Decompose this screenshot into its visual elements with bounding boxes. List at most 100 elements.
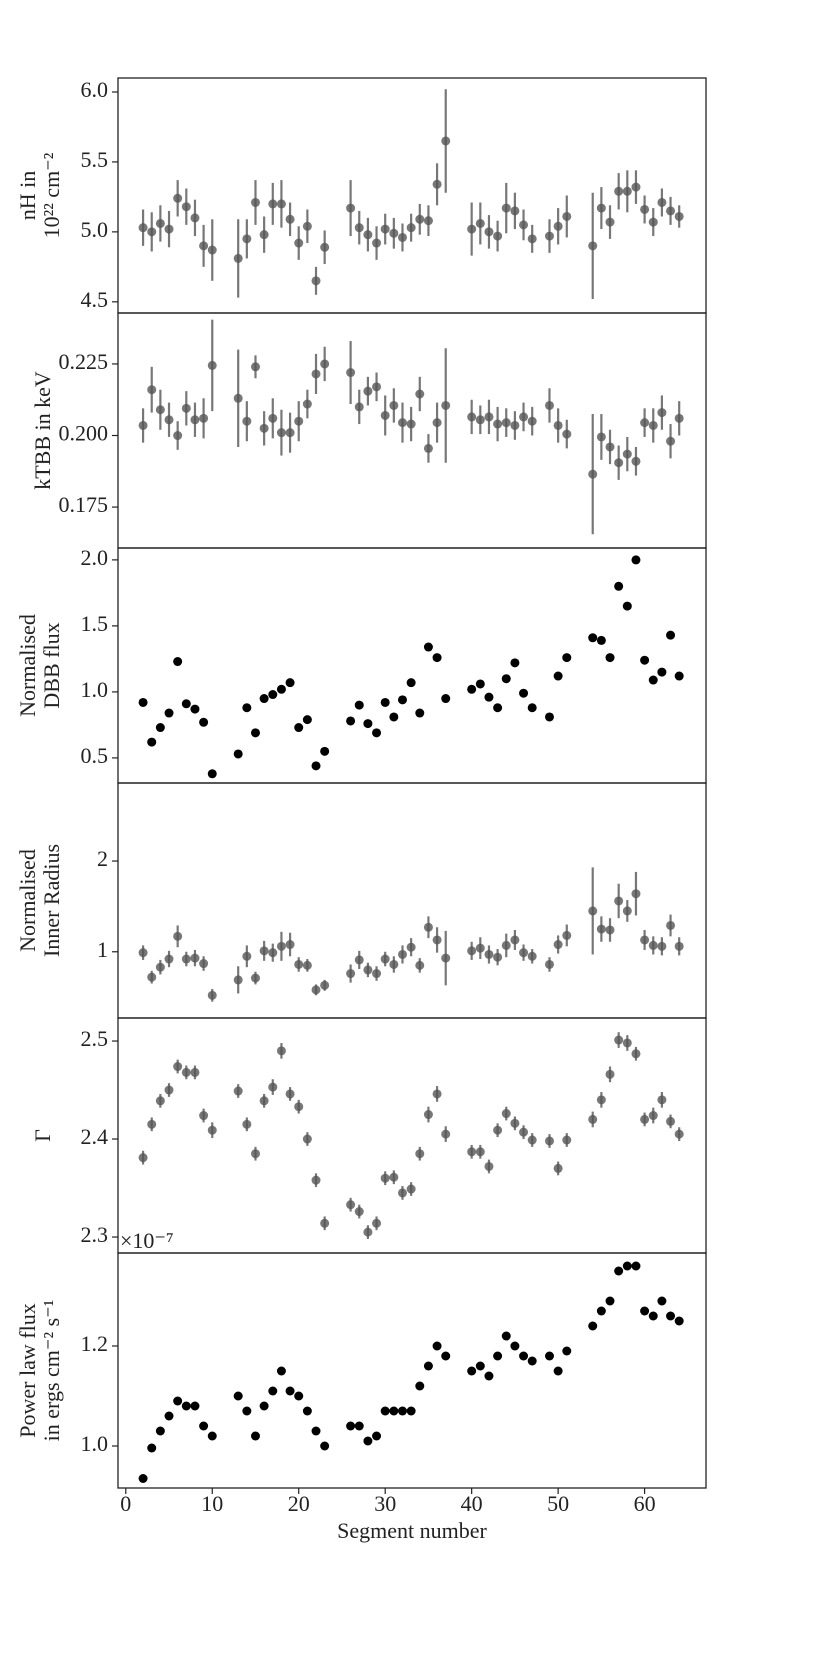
data-point: [311, 761, 321, 771]
data-point: [320, 242, 330, 252]
data-point: [640, 655, 650, 665]
data-point: [302, 960, 312, 970]
data-point: [631, 182, 641, 192]
data-point: [605, 442, 615, 452]
x-tick-label: 10: [201, 1491, 223, 1516]
data-point: [397, 1406, 407, 1416]
data-point: [285, 428, 295, 438]
data-point: [640, 935, 650, 945]
data-point: [674, 1316, 684, 1326]
data-point: [519, 412, 529, 422]
data-point: [648, 217, 658, 227]
data-point: [242, 416, 252, 426]
y-tick-label: 2.5: [81, 1026, 109, 1051]
data-point: [155, 405, 165, 415]
data-point: [501, 1109, 511, 1119]
data-point: [242, 1119, 252, 1129]
data-point: [622, 186, 632, 196]
data-point: [320, 746, 330, 756]
data-point: [519, 1351, 529, 1361]
data-point: [173, 657, 183, 667]
data-point: [406, 419, 416, 429]
data-point: [423, 216, 433, 226]
data-point: [389, 959, 399, 969]
data-point: [519, 688, 529, 698]
data-point: [302, 715, 312, 725]
data-point: [666, 436, 676, 446]
data-point: [415, 1149, 425, 1159]
y-axis-label: kTBB in keV: [30, 371, 55, 490]
data-point: [389, 400, 399, 410]
data-point: [164, 954, 174, 964]
data-point: [199, 241, 209, 251]
data-point: [510, 935, 520, 945]
data-point: [415, 389, 425, 399]
data-point: [475, 1361, 485, 1371]
data-point: [432, 653, 442, 663]
y-axis-label: Inner Radius: [39, 844, 64, 957]
data-point: [311, 1175, 321, 1185]
data-point: [648, 1311, 658, 1321]
data-point: [311, 985, 321, 995]
data-point: [648, 420, 658, 430]
data-point: [320, 359, 330, 369]
data-point: [181, 1067, 191, 1077]
data-point: [242, 234, 252, 244]
data-point: [320, 1218, 330, 1228]
data-point: [397, 695, 407, 705]
data-point: [294, 1102, 304, 1112]
data-point: [199, 1421, 209, 1431]
data-point: [510, 1341, 520, 1351]
data-point: [544, 400, 554, 410]
data-point: [553, 420, 563, 430]
data-point: [397, 1188, 407, 1198]
data-point: [588, 1114, 598, 1124]
x-tick-label: 30: [374, 1491, 396, 1516]
data-point: [441, 1351, 451, 1361]
data-point: [250, 973, 260, 983]
data-point: [406, 1184, 416, 1194]
data-point: [596, 1306, 606, 1316]
data-point: [155, 723, 165, 733]
data-point: [164, 415, 174, 425]
data-point: [467, 1366, 477, 1376]
y-tick-label: 2: [97, 846, 108, 871]
data-point: [276, 941, 286, 951]
y-axis-label: Normalised: [15, 614, 40, 717]
data-point: [640, 1306, 650, 1316]
data-point: [276, 199, 286, 209]
data-point: [233, 749, 243, 759]
data-point: [207, 360, 217, 370]
data-point: [294, 723, 304, 733]
data-point: [138, 948, 148, 958]
data-point: [285, 1386, 295, 1396]
data-point: [588, 906, 598, 916]
data-point: [173, 1062, 183, 1072]
data-point: [181, 699, 191, 709]
data-point: [596, 203, 606, 213]
data-point: [181, 202, 191, 212]
data-point: [406, 942, 416, 952]
data-point: [372, 1431, 382, 1441]
data-point: [493, 419, 503, 429]
data-point: [527, 703, 537, 713]
data-point: [406, 223, 416, 233]
data-point: [380, 410, 390, 420]
data-point: [441, 953, 451, 963]
data-point: [190, 1401, 200, 1411]
data-point: [207, 990, 217, 1000]
data-point: [674, 211, 684, 221]
data-point: [147, 1119, 157, 1129]
data-point: [276, 684, 286, 694]
data-point: [268, 948, 278, 958]
data-point: [657, 941, 667, 951]
data-point: [614, 896, 624, 906]
data-point: [147, 737, 157, 747]
offset-text: ×10⁻⁷: [120, 1228, 174, 1253]
data-point: [553, 1366, 563, 1376]
y-tick-label: 0.5: [81, 743, 109, 768]
data-point: [588, 469, 598, 479]
data-point: [432, 418, 442, 428]
data-point: [501, 203, 511, 213]
data-point: [276, 428, 286, 438]
